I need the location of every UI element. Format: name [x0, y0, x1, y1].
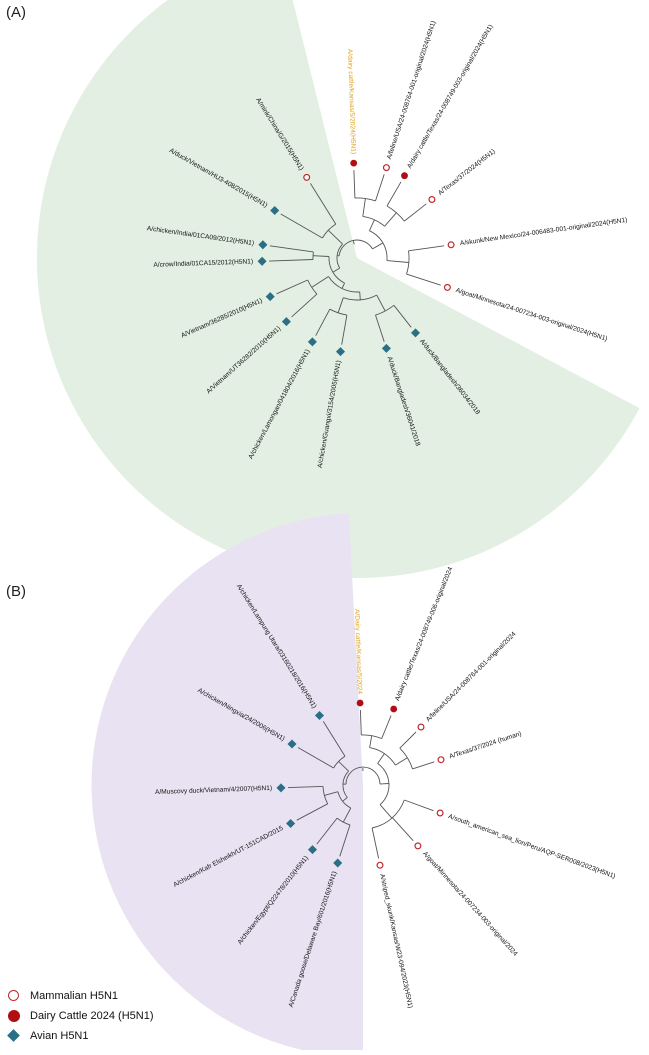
leaf-branch — [413, 762, 435, 769]
mammalian-marker-icon — [438, 757, 444, 763]
leaf-branch — [360, 710, 361, 735]
branch-stem — [387, 261, 409, 263]
leaf-label: A/Texas/37/2024(H5N1) — [437, 148, 497, 197]
mammalian-marker-icon — [448, 242, 454, 248]
legend-label: Avian H5N1 — [30, 1030, 89, 1042]
dairy-cattle-marker-icon — [357, 700, 364, 707]
mammalian-marker-icon — [304, 175, 310, 181]
branch-stem — [380, 805, 392, 819]
dairy-cattle-marker-icon — [350, 160, 357, 167]
leaf-branch — [372, 828, 379, 858]
legend-item-mammalian: Mammalian H5N1 — [6, 986, 154, 1006]
leaf-label: A/striped_skunk/Kansas/W23-094/2023(H5N1… — [378, 873, 413, 1009]
mammalian-marker-icon — [445, 285, 451, 291]
leaf-branch — [404, 204, 426, 221]
branch-stem — [385, 213, 397, 227]
legend-item-dairy-cattle: Dairy Cattle 2024 (H5N1) — [6, 1006, 154, 1026]
branch-stem — [380, 784, 389, 785]
mammalian-marker-icon — [437, 810, 443, 816]
leaf-branch — [387, 182, 401, 206]
mammalian-marker-icon — [415, 843, 421, 849]
branch-stem — [370, 736, 372, 748]
panel-a-label: (A) — [6, 4, 26, 21]
leaf-label: A/goat/Minnesota/24-007234-003-original/… — [421, 850, 519, 957]
legend-label: Dairy Cattle 2024 (H5N1) — [30, 1010, 154, 1022]
branch-stem — [360, 292, 361, 300]
leaf-label: A/feline/USA/24-008764-001-original/2024 — [425, 631, 518, 724]
mammalian-marker-icon — [429, 197, 435, 203]
leaf-branch — [400, 732, 416, 748]
legend-item-avian: Avian H5N1 — [6, 1026, 154, 1046]
branch-stem — [369, 220, 374, 231]
legend-label: Mammalian H5N1 — [30, 990, 118, 1002]
mammalian-marker-icon — [377, 862, 383, 868]
leaf-label: A/Texas/37/2024 (human) — [448, 730, 522, 760]
dairy-cattle-marker-icon — [390, 706, 397, 713]
mammalian-marker-icon — [418, 724, 424, 730]
leaf-label: A/south_american_sea_lion/Peru/AQP-SER00… — [447, 813, 616, 880]
diamond-marker-icon — [6, 1029, 24, 1043]
branch-stem — [373, 243, 383, 249]
ring-marker-icon — [6, 989, 24, 1003]
leaf-branch — [409, 246, 445, 251]
dairy-cattle-marker-icon — [401, 172, 408, 179]
clade-wedge — [37, 0, 640, 578]
leaf-branch — [392, 818, 413, 841]
leaf-label: A/dairy cattle/Texas/24-008749-003-origi… — [406, 23, 495, 169]
panel-b-label: (B) — [6, 583, 26, 600]
leaf-branch — [404, 800, 433, 811]
legend: Mammalian H5N1 Dairy Cattle 2024 (H5N1) … — [6, 986, 154, 1046]
leaf-label: A/dairy cattle/Texas/24-008749-006-origi… — [394, 566, 454, 702]
leaf-label: A/dairy cattle/Kansas/5/2024(H5N1) — [346, 49, 357, 154]
dot-marker-icon — [6, 1009, 24, 1023]
branch-stem — [395, 758, 407, 765]
branch-stem — [378, 754, 385, 764]
branch-stem — [363, 199, 366, 217]
mammalian-marker-icon — [384, 165, 390, 171]
clade-wedge — [92, 513, 363, 1050]
leaf-branch — [407, 274, 441, 285]
leaf-label: A/skunk/New Mexico/24-006483-001-origina… — [460, 217, 628, 247]
leaf-branch — [354, 170, 355, 198]
leaf-branch — [376, 174, 385, 201]
leaf-branch — [382, 716, 391, 739]
